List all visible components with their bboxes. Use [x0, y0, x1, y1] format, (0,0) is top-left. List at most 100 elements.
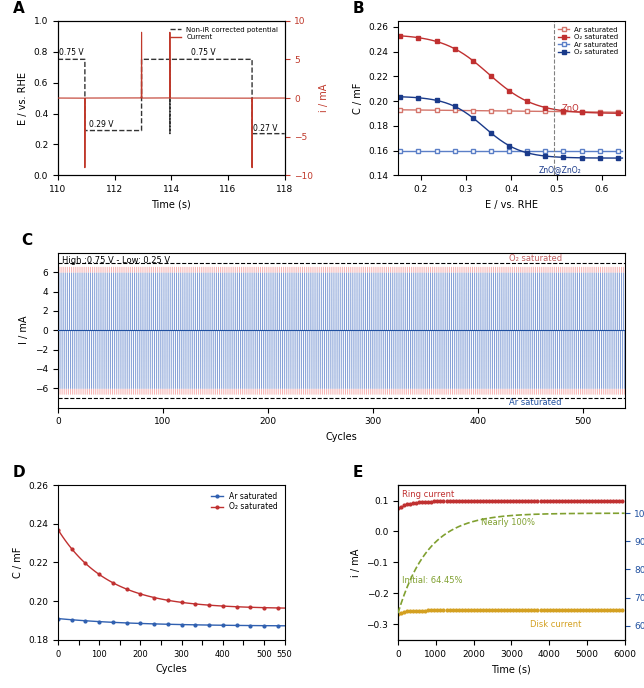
- O₂ saturated: [496, 80, 504, 88]
- Ar saturated: [473, 147, 481, 155]
- O₂ saturated: [542, 103, 549, 111]
- Ar saturated: [189, 621, 197, 629]
- O₂ saturated: [419, 34, 427, 43]
- O₂ saturated: [551, 153, 558, 161]
- O₂ saturated: [428, 36, 436, 45]
- Point: [505, 495, 515, 506]
- O₂ saturated: [437, 39, 445, 47]
- O₂ saturated: [397, 32, 404, 40]
- Point: [596, 605, 607, 616]
- Ar saturated: [428, 106, 436, 114]
- Ar saturated: [442, 147, 450, 155]
- Point: [547, 605, 558, 616]
- Point: [499, 495, 509, 506]
- Point: [417, 497, 428, 508]
- Y-axis label: C / mF: C / mF: [352, 83, 363, 114]
- Ar saturated: [455, 107, 463, 115]
- Line: O₂ saturated: O₂ saturated: [57, 528, 286, 610]
- Point: [496, 605, 506, 616]
- O₂ saturated: [515, 92, 522, 100]
- Point: [402, 606, 412, 617]
- Point: [502, 605, 513, 616]
- Point: [514, 605, 524, 616]
- Y-axis label: i / mA: i / mA: [351, 548, 361, 577]
- O₂ saturated: [451, 103, 459, 111]
- X-axis label: Cycles: Cycles: [325, 432, 357, 442]
- Point: [544, 605, 554, 616]
- O₂ saturated: [582, 108, 590, 116]
- Ar saturated: [428, 147, 436, 155]
- Point: [499, 605, 509, 616]
- Point: [517, 495, 527, 506]
- O₂ saturated: [569, 153, 576, 162]
- Point: [405, 498, 415, 509]
- O₂ saturated: [460, 50, 468, 58]
- X-axis label: Cycles: Cycles: [155, 664, 187, 674]
- Point: [611, 605, 621, 616]
- Point: [551, 495, 561, 506]
- Text: Initial: 64.45%: Initial: 64.45%: [402, 576, 462, 585]
- Ar saturated: [469, 107, 477, 115]
- Ar saturated: [437, 106, 445, 114]
- Text: O₂ saturated: O₂ saturated: [509, 254, 562, 263]
- Point: [471, 495, 482, 506]
- Point: [444, 496, 455, 507]
- Ar saturated: [460, 147, 468, 155]
- O₂ saturated: [537, 151, 545, 160]
- X-axis label: E / vs. RHE: E / vs. RHE: [485, 200, 538, 210]
- O₂ saturated: [487, 72, 495, 80]
- O₂ saturated: [500, 139, 508, 147]
- Ar saturated: [618, 147, 626, 155]
- Point: [535, 495, 545, 506]
- O₂ saturated: [537, 103, 545, 111]
- O₂ saturated: [533, 100, 540, 109]
- Point: [414, 605, 424, 616]
- Point: [444, 605, 455, 616]
- Ar saturated: [519, 147, 527, 155]
- Ar saturated: [451, 147, 459, 155]
- Point: [487, 495, 497, 506]
- O₂ saturated: [54, 526, 62, 534]
- O₂ saturated: [446, 43, 454, 51]
- Point: [396, 607, 406, 618]
- Point: [514, 495, 524, 506]
- Text: 0.27 V: 0.27 V: [254, 124, 278, 133]
- Point: [572, 495, 582, 506]
- Text: E: E: [353, 465, 363, 480]
- Point: [542, 495, 552, 506]
- O₂ saturated: [464, 110, 472, 118]
- Point: [426, 496, 437, 507]
- Point: [430, 496, 440, 507]
- O₂ saturated: [546, 152, 554, 160]
- Ar saturated: [578, 147, 585, 155]
- O₂ saturated: [614, 109, 621, 118]
- Line: Ar saturated: Ar saturated: [399, 108, 624, 114]
- Point: [575, 495, 585, 506]
- Point: [417, 605, 428, 616]
- Ar saturated: [546, 147, 554, 155]
- O₂ saturated: [505, 142, 513, 150]
- Ar saturated: [609, 147, 617, 155]
- O₂ saturated: [98, 572, 106, 580]
- O₂ saturated: [433, 96, 440, 105]
- Text: ZnO@ZnO₂: ZnO@ZnO₂: [538, 164, 582, 174]
- Ar saturated: [551, 147, 558, 155]
- Ar saturated: [406, 106, 413, 114]
- Ar saturated: [569, 107, 576, 116]
- O₂ saturated: [107, 577, 115, 585]
- Ar saturated: [587, 108, 594, 116]
- Point: [547, 495, 558, 506]
- Text: 0.75 V: 0.75 V: [191, 47, 216, 56]
- O₂ saturated: [618, 154, 626, 162]
- O₂ saturated: [614, 154, 621, 162]
- O₂ saturated: [505, 87, 513, 95]
- Ar saturated: [591, 147, 599, 155]
- Ar saturated: [614, 147, 621, 155]
- Point: [520, 495, 531, 506]
- Point: [420, 496, 430, 507]
- Ar saturated: [491, 107, 499, 115]
- Ar saturated: [451, 106, 459, 114]
- Point: [408, 605, 419, 616]
- Ar saturated: [591, 108, 599, 116]
- Point: [614, 605, 625, 616]
